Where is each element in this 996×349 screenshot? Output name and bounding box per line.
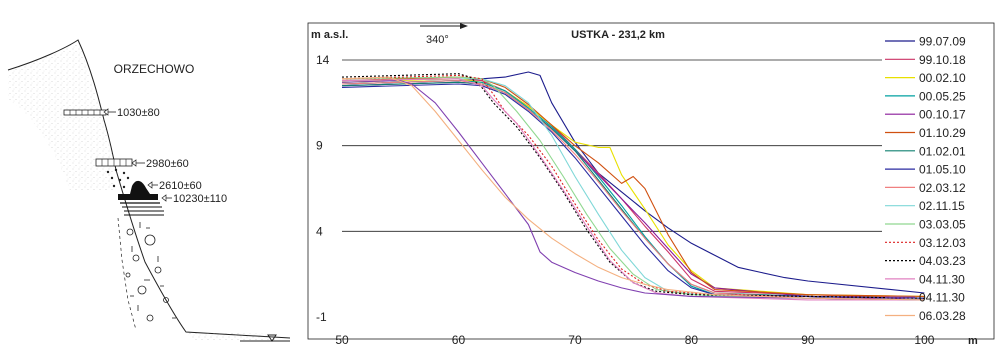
organic-lens	[130, 180, 150, 194]
legend-label: 03.03.05	[919, 218, 966, 232]
x-axis-unit: m	[968, 335, 978, 347]
legend-label: 99.07.09	[919, 35, 966, 49]
legend-label: 00.05.25	[919, 89, 966, 103]
legend-label: 02.11.15	[919, 199, 965, 213]
y-axis: -1 4 9 14	[316, 53, 330, 324]
legend-label: 04.03.23	[919, 254, 966, 268]
legend-label: 99.10.18	[919, 53, 966, 67]
x-tick-label: 50	[335, 333, 349, 347]
laminated-beds	[118, 194, 164, 216]
series-layer	[341, 71, 925, 301]
legend-label: 02.03.12	[919, 181, 966, 195]
cliff-profile: ORZECHOWO 1030±80 2980±60 2610±60 10230±…	[7, 39, 291, 342]
legend-label: 06.03.28	[919, 309, 966, 323]
legend-label: 03.12.03	[919, 236, 966, 250]
series-line	[341, 71, 925, 294]
x-axis: 50 60 70 80 90 100	[335, 333, 934, 347]
y-tick-label: 14	[316, 53, 330, 67]
legend-label: 01.10.29	[919, 126, 966, 140]
series-line	[341, 73, 925, 299]
age-marker: 2980±60	[131, 158, 189, 170]
age-label: 10230±110	[173, 193, 227, 205]
direction-arrow	[420, 23, 468, 29]
legend-label: 04.11.30	[919, 272, 965, 286]
sea-level-icon	[267, 334, 277, 342]
age-label: 2980±60	[146, 158, 189, 170]
age-marker: 1030±80	[103, 107, 160, 119]
chart-title: USTKA - 231,2 km	[571, 29, 665, 41]
gravel-deposit	[106, 168, 130, 189]
x-tick-label: 90	[801, 333, 815, 347]
series-line	[341, 80, 925, 301]
legend-label: 04.11.30	[919, 291, 965, 305]
age-label: 2610±60	[159, 180, 202, 192]
series-line	[341, 76, 925, 301]
age-label: 1030±80	[117, 107, 160, 119]
y-axis-label: m a.s.l.	[311, 29, 348, 41]
series-line	[341, 74, 925, 299]
plot-frame	[307, 22, 995, 340]
x-tick-label: 100	[914, 333, 934, 347]
cliff-surface-line	[7, 39, 291, 339]
age-marker: 2610±60	[147, 180, 202, 192]
sand-deposit	[8, 40, 115, 190]
beach-deposit	[186, 332, 276, 340]
legend: 99.07.09 99.10.18 00.02.10 00.05.25 00.10.17…	[885, 35, 966, 323]
site-name: ORZECHOWO	[114, 62, 195, 76]
grid	[342, 59, 882, 232]
y-tick-label: -1	[316, 310, 327, 324]
y-tick-label: 9	[316, 139, 323, 153]
profile-chart: -1 4 9 14 50 60 70 80 90 100 m a.s.l. USTKA - 23…	[307, 22, 995, 347]
y-tick-label: 4	[316, 224, 323, 238]
x-tick-label: 80	[685, 333, 699, 347]
series-line	[341, 80, 925, 301]
legend-label: 01.05.10	[919, 163, 966, 177]
age-marker: 10230±110	[161, 193, 227, 205]
series-line	[341, 76, 925, 297]
legend-label: 00.10.17	[919, 108, 966, 122]
series-line	[341, 76, 925, 301]
x-tick-label: 60	[452, 333, 466, 347]
direction-label: 340°	[426, 34, 449, 46]
x-tick-label: 70	[568, 333, 582, 347]
till-deposit	[125, 222, 176, 322]
legend-label: 01.02.01	[919, 144, 966, 158]
legend-label: 00.02.10	[919, 71, 966, 85]
